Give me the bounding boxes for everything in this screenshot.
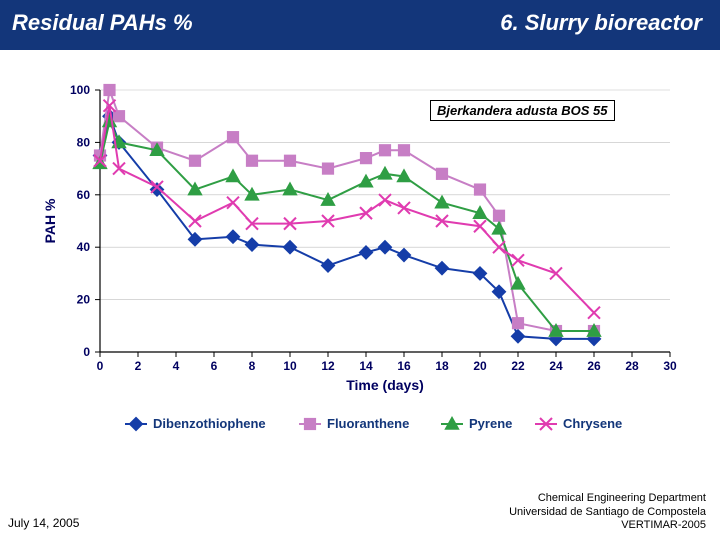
svg-text:14: 14 xyxy=(359,359,373,373)
svg-text:PAH %: PAH % xyxy=(42,198,58,243)
svg-text:22: 22 xyxy=(511,359,525,373)
page-title-right: 6. Slurry bioreactor xyxy=(500,10,702,36)
svg-text:Time (days): Time (days) xyxy=(346,377,424,393)
svg-text:80: 80 xyxy=(77,135,91,149)
svg-text:4: 4 xyxy=(173,359,180,373)
svg-text:20: 20 xyxy=(77,293,91,307)
svg-text:0: 0 xyxy=(83,345,90,359)
pah-chart: 024681012141618202224262830020406080100T… xyxy=(30,80,690,440)
svg-text:26: 26 xyxy=(587,359,601,373)
svg-text:6: 6 xyxy=(211,359,218,373)
chart-annotation: Bjerkandera adusta BOS 55 xyxy=(430,100,615,121)
svg-text:2: 2 xyxy=(135,359,142,373)
svg-text:Chrysene: Chrysene xyxy=(563,416,622,431)
svg-text:28: 28 xyxy=(625,359,639,373)
svg-text:16: 16 xyxy=(397,359,411,373)
header-banner: Residual PAHs % 6. Slurry bioreactor xyxy=(0,0,720,50)
svg-text:0: 0 xyxy=(97,359,104,373)
page-title-left: Residual PAHs % xyxy=(12,10,193,36)
footer-line-3: VERTIMAR-2005 xyxy=(509,519,706,532)
svg-text:18: 18 xyxy=(435,359,449,373)
svg-text:Dibenzothiophene: Dibenzothiophene xyxy=(153,416,266,431)
svg-text:10: 10 xyxy=(283,359,297,373)
svg-text:8: 8 xyxy=(249,359,256,373)
svg-text:Fluoranthene: Fluoranthene xyxy=(327,416,409,431)
svg-text:20: 20 xyxy=(473,359,487,373)
footer-block: Chemical Engineering Department Universi… xyxy=(509,492,706,532)
svg-text:100: 100 xyxy=(70,83,90,97)
svg-text:60: 60 xyxy=(77,188,91,202)
footer-line-1: Chemical Engineering Department xyxy=(509,492,706,505)
date-stamp: July 14, 2005 xyxy=(8,516,79,530)
pah-chart-svg: 024681012141618202224262830020406080100T… xyxy=(30,80,690,440)
footer-line-2: Universidad de Santiago de Compostela xyxy=(509,506,706,519)
svg-text:12: 12 xyxy=(321,359,335,373)
svg-text:Pyrene: Pyrene xyxy=(469,416,512,431)
svg-text:40: 40 xyxy=(77,240,91,254)
svg-text:24: 24 xyxy=(549,359,563,373)
svg-text:30: 30 xyxy=(663,359,677,373)
